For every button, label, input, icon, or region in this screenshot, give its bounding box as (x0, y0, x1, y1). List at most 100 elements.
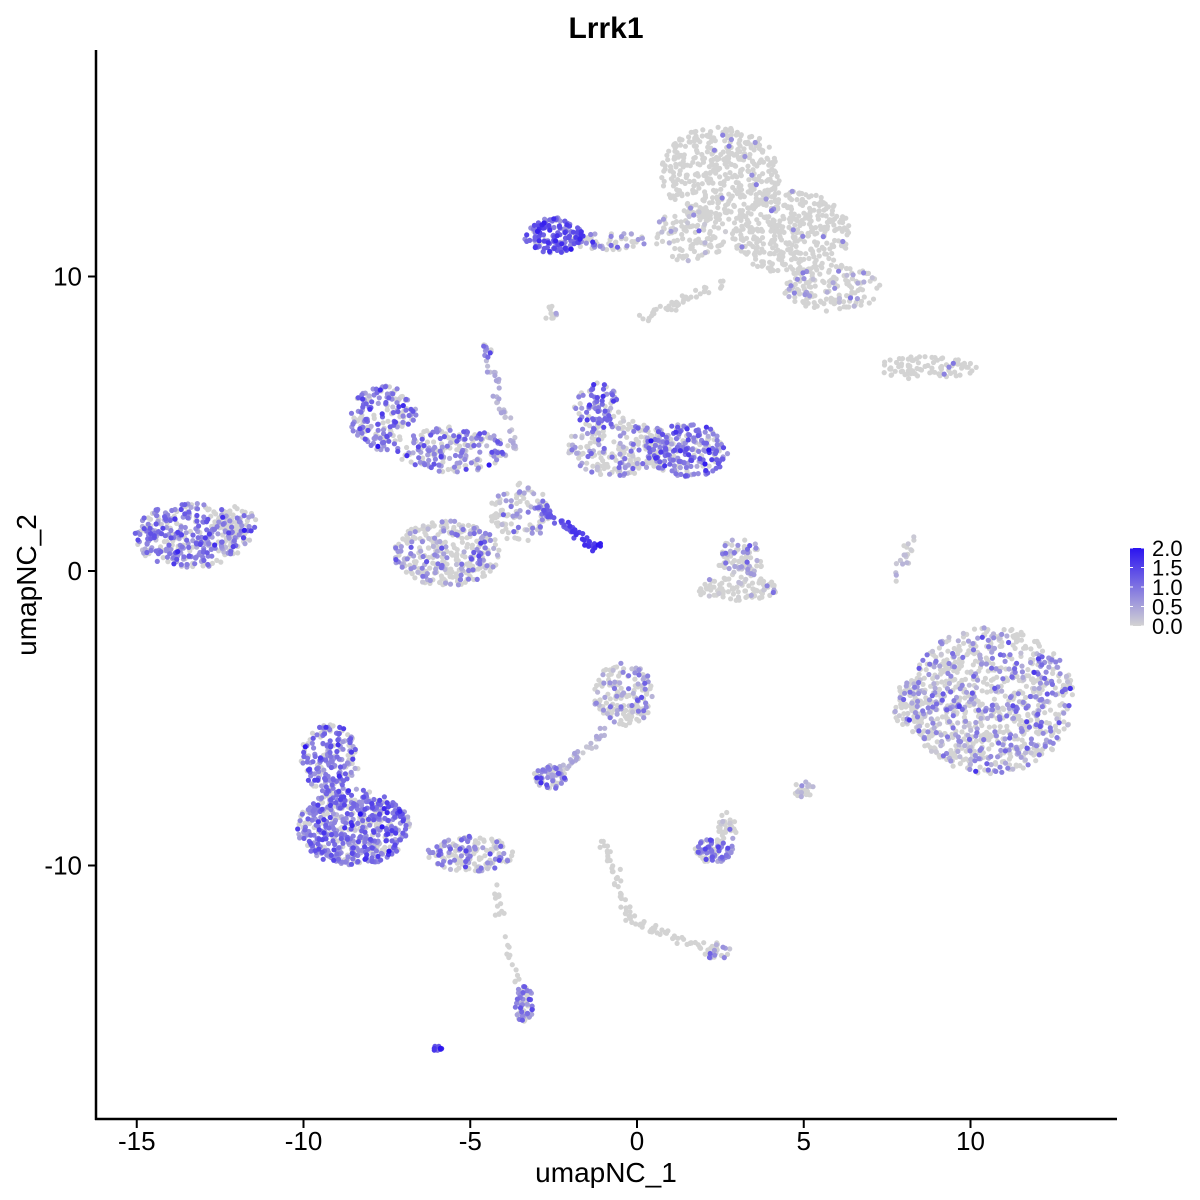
cell-point (687, 139, 694, 145)
cell-point (745, 566, 751, 573)
cell-point (938, 732, 944, 738)
cell-point (793, 782, 799, 788)
cell-point (722, 543, 728, 549)
cell-point (455, 558, 461, 564)
cell-point (799, 190, 805, 197)
cell-point (997, 724, 1003, 730)
cell-point (465, 442, 471, 449)
cell-point (484, 369, 490, 375)
cell-point (1049, 732, 1055, 739)
cell-point (515, 986, 522, 992)
cell-point (1008, 742, 1014, 748)
cell-point (763, 214, 770, 220)
cell-point (673, 227, 679, 233)
cell-point (831, 222, 837, 228)
cell-point (622, 713, 629, 720)
cell-point (846, 304, 852, 310)
cell-point (734, 243, 740, 249)
cell-point (668, 228, 674, 234)
cell-point (892, 368, 898, 374)
cell-point (775, 267, 781, 274)
cell-point (377, 435, 383, 441)
cell-point (385, 418, 391, 424)
cell-point (957, 372, 963, 378)
cell-point (738, 133, 744, 139)
cell-point (635, 681, 641, 687)
cell-point (906, 375, 912, 382)
cell-point (631, 428, 637, 434)
cell-point (444, 561, 450, 567)
cell-point (911, 718, 918, 725)
cell-point (521, 490, 527, 496)
cell-point (584, 460, 590, 466)
cell-point (815, 213, 821, 219)
cell-point (797, 222, 803, 229)
cell-point (703, 205, 709, 211)
cell-point (193, 555, 199, 561)
cell-point (502, 414, 508, 420)
cell-point (630, 243, 636, 249)
cell-point (742, 588, 749, 594)
cell-point (962, 718, 969, 724)
cell-point (601, 433, 607, 439)
cell-point (617, 433, 623, 439)
cell-point (694, 223, 700, 229)
cell-point (1012, 733, 1019, 739)
cell-point (399, 564, 405, 570)
cell-point (367, 822, 373, 828)
cell-point (617, 472, 623, 478)
cell-point (672, 148, 678, 154)
cell-point (803, 251, 809, 257)
cell-point (697, 139, 703, 145)
cell-point (801, 300, 807, 306)
cell-point (687, 178, 693, 185)
cell-point (941, 658, 947, 664)
cell-point (904, 680, 910, 686)
cell-point (784, 240, 791, 246)
cell-point (914, 703, 920, 710)
cell-point (846, 282, 853, 289)
cell-point (634, 460, 640, 467)
cell-point (759, 246, 765, 252)
cell-point (465, 522, 472, 529)
cell-point (905, 541, 911, 547)
cell-point (674, 940, 680, 947)
cell-point (822, 251, 828, 257)
cell-point (618, 685, 624, 691)
cell-point (774, 173, 780, 180)
cell-point (1028, 750, 1034, 756)
cell-point (972, 758, 978, 764)
cell-point (399, 456, 405, 462)
cell-point (720, 278, 726, 284)
cell-point (1005, 765, 1011, 771)
cell-point (989, 742, 995, 748)
cell-point (749, 172, 755, 178)
cell-point (422, 530, 428, 536)
cell-point (476, 442, 482, 448)
cell-point (920, 708, 926, 714)
cell-point (635, 439, 642, 445)
cell-point (577, 463, 583, 469)
cell-point (726, 582, 732, 588)
cell-point (703, 285, 709, 291)
cell-point (701, 940, 707, 946)
cell-point (426, 448, 432, 454)
cell-point (1049, 657, 1055, 663)
cell-point (713, 942, 720, 948)
cell-point (932, 685, 938, 691)
cell-point (725, 589, 731, 595)
cell-point (688, 940, 695, 946)
cell-point (514, 1012, 520, 1018)
cell-point (209, 560, 215, 567)
cell-point (737, 208, 743, 214)
cell-point (348, 410, 355, 416)
cell-point (154, 513, 160, 519)
cell-point (786, 224, 792, 230)
cell-point (968, 727, 974, 733)
cell-point (471, 525, 477, 532)
cell-point (618, 878, 624, 884)
cell-point (731, 569, 737, 575)
cell-point (846, 223, 852, 229)
cell-point (771, 193, 778, 199)
cell-point (1004, 633, 1010, 639)
